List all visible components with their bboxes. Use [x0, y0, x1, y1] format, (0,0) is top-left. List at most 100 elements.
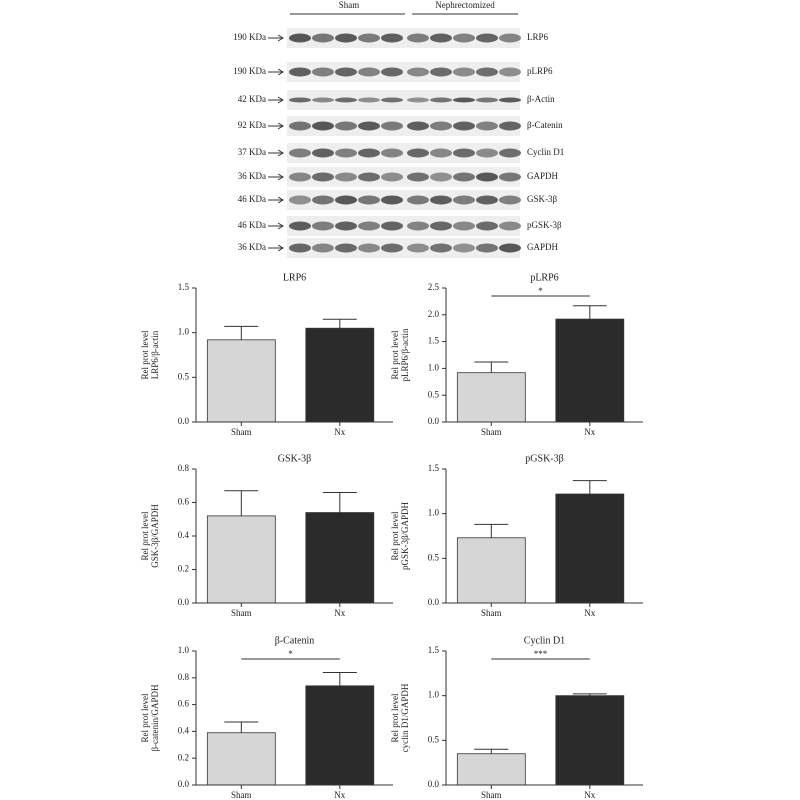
y-axis-label: LRP6/β-actin — [150, 330, 160, 379]
blot-strip — [287, 116, 520, 136]
bar — [206, 732, 276, 786]
blot-size: 37 KDa — [238, 147, 266, 157]
blot-band — [476, 121, 498, 131]
blot-band — [499, 172, 521, 182]
blot-band — [358, 148, 380, 158]
blot-band — [289, 148, 311, 158]
blot-band — [453, 33, 475, 43]
y-tick-label: 0.4 — [178, 530, 190, 540]
blot-band — [476, 221, 498, 231]
blot-band — [499, 148, 521, 158]
blot-label: GAPDH — [527, 171, 559, 181]
blot-size: 42 KDa — [238, 94, 266, 104]
blot-band — [335, 172, 357, 182]
y-tick-label: 0.8 — [178, 463, 190, 473]
blot-band — [499, 121, 521, 131]
blot-band — [407, 148, 429, 158]
blot-strip — [287, 238, 520, 258]
blot-strip — [287, 62, 520, 82]
blot-band — [407, 243, 429, 253]
significance-label: * — [538, 286, 543, 296]
y-tick-label: 0.0 — [428, 597, 440, 607]
blot-band — [381, 97, 403, 103]
blot-band — [358, 121, 380, 131]
blot-strip — [287, 143, 520, 163]
blot-size: 190 KDa — [233, 66, 266, 76]
x-tick-label: Sham — [231, 427, 252, 437]
blot-band — [453, 172, 475, 182]
blot-strip — [287, 216, 520, 236]
y-axis-label: pLRP6/β-actin — [400, 328, 410, 382]
x-tick-label: Nx — [584, 427, 595, 437]
blot-band — [358, 33, 380, 43]
chart-title: pLRP6 — [530, 272, 558, 283]
y-axis-label: Rel prot level — [390, 511, 400, 560]
y-tick-label: 0.6 — [178, 699, 190, 709]
y-axis-label: GSK-3β/GAPDH — [150, 504, 160, 568]
blot-band — [499, 243, 521, 253]
blot-band — [476, 67, 498, 77]
y-tick-label: 0.5 — [428, 552, 440, 562]
blot-arrowhead — [277, 222, 284, 230]
blot-band — [335, 33, 357, 43]
blot-band — [430, 121, 452, 131]
blot-band — [430, 148, 452, 158]
blot-label: GAPDH — [527, 242, 559, 252]
blot-band — [335, 67, 357, 77]
significance-label: * — [288, 649, 293, 659]
y-axis-label: Rel prot level — [390, 693, 400, 742]
bar — [305, 327, 375, 423]
blot-size: 190 KDa — [233, 32, 266, 42]
y-axis-label: Rel prot level — [140, 693, 150, 742]
blot-size: 36 KDa — [238, 171, 266, 181]
blot-band — [312, 121, 334, 131]
blot-band — [312, 172, 334, 182]
blot-band — [312, 148, 334, 158]
blot-band — [335, 97, 357, 103]
blot-band — [289, 67, 311, 77]
blot-band — [312, 67, 334, 77]
y-axis-label: Rel prot level — [390, 330, 400, 379]
y-tick-label: 0.0 — [178, 779, 190, 789]
blot-band — [358, 172, 380, 182]
blot-band — [476, 97, 498, 103]
blot-size: 46 KDa — [238, 194, 266, 204]
blot-strip — [287, 90, 520, 110]
x-tick-label: Sham — [481, 790, 502, 800]
blot-band — [289, 172, 311, 182]
chart-title: Cyclin D1 — [524, 635, 565, 646]
blot-band — [430, 172, 452, 182]
bar — [456, 372, 526, 423]
blot-band — [381, 67, 403, 77]
blot-band — [453, 97, 475, 103]
x-tick-label: Nx — [584, 790, 595, 800]
y-tick-label: 2.5 — [428, 282, 440, 292]
blot-arrowhead — [277, 244, 284, 252]
blot-label: GSK-3β — [527, 194, 558, 204]
blot-band — [407, 195, 429, 205]
y-axis-label: pGSK-3β/GAPDH — [400, 501, 410, 570]
y-tick-label: 1.0 — [428, 690, 440, 700]
blot-band — [289, 97, 311, 103]
blot-band — [453, 121, 475, 131]
blot-band — [476, 148, 498, 158]
blot-band — [289, 221, 311, 231]
blot-band — [358, 243, 380, 253]
blot-band — [453, 67, 475, 77]
bar — [305, 512, 375, 604]
blot-arrowhead — [277, 196, 284, 204]
y-tick-label: 0.0 — [178, 416, 190, 426]
blot-arrowhead — [277, 96, 284, 104]
bar — [305, 685, 375, 786]
blot-band — [499, 33, 521, 43]
blot-band — [407, 121, 429, 131]
blot-label: LRP6 — [527, 32, 549, 42]
blot-band — [358, 67, 380, 77]
blot-band — [381, 195, 403, 205]
x-tick-label: Nx — [334, 790, 345, 800]
blot-band — [476, 33, 498, 43]
y-tick-label: 2.0 — [428, 309, 440, 319]
y-tick-label: 1.5 — [428, 336, 440, 346]
y-tick-label: 1.0 — [428, 508, 440, 518]
blot-band — [289, 121, 311, 131]
